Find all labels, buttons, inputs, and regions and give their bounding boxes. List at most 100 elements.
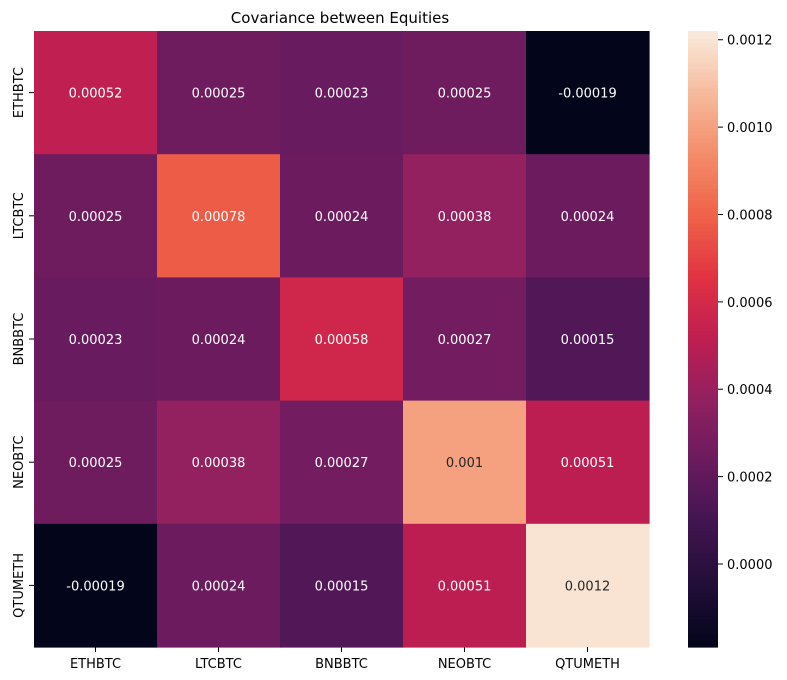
colorbar-strip [688,208,718,213]
colorbar-strip [688,508,718,513]
cell-annotation-1-4: 0.00024 [561,210,615,225]
colorbar-strip [688,392,718,398]
colorbar-strip [688,173,718,178]
cell-annotation-0-1: 0.00025 [192,87,246,102]
colorbar-strip [688,446,718,452]
colorbar-strip [688,288,718,294]
colorbar-strip [688,165,718,171]
colorbar-strip [688,323,718,329]
y-tick-label: LTCBTC [12,192,27,239]
colorbar-strip [688,546,718,552]
colorbar-strip [688,296,718,302]
colorbar-strip [688,585,718,590]
colorbar-strip [688,258,718,263]
y-tick-label: ETHBTC [12,67,27,118]
colorbar-strip [688,539,718,544]
colorbar-strip [688,362,718,367]
cell-annotation-4-4: 0.0012 [565,579,611,594]
colorbar-strip [688,596,718,602]
colorbar-strip [688,285,718,290]
cell-annotation-4-1: 0.00024 [192,579,246,594]
colorbar-strip [688,554,718,560]
colorbar-strip [688,181,718,186]
colorbar-ticks: 0.0000 0.0002 0.0004 0.0006 0.0008 0.0010 0.00… [718,34,773,573]
colorbar-strip [688,389,718,394]
colorbar-strip [688,231,718,236]
colorbar-strip [688,573,718,579]
cell-annotation-2-0: 0.00023 [69,333,123,348]
colorbar-tick-label: 0.0008 [727,208,773,223]
colorbar-strip [688,335,718,340]
colorbar-strip [688,435,718,440]
cell-annotation-2-2: 0.00058 [315,333,369,348]
colorbar-tick-label: 0.0004 [727,383,773,398]
colorbar-strip [688,65,718,71]
colorbar-strip [688,88,718,94]
colorbar-strip [688,250,718,255]
cell-annotation-3-2: 0.00027 [315,456,369,471]
colorbar-strip [688,215,718,221]
heatmap-cell-2-4 [526,277,650,402]
colorbar-strip [688,134,718,140]
heatmap-cell-1-0 [34,154,158,278]
colorbar-strip [688,211,718,217]
heatmap-cell-3-1 [157,400,281,525]
colorbar-strip [688,73,718,78]
colorbar-strip [688,34,718,40]
cell-annotation-1-2: 0.00024 [315,210,369,225]
colorbar-strip [688,346,718,352]
colorbar-strip [688,227,718,232]
x-tick-label: NEOBTC [438,657,491,672]
heatmap-cell-3-0 [34,400,158,525]
colorbar-strip [688,377,718,382]
colorbar-strip [688,527,718,533]
heatmap-cell-1-2 [280,154,404,278]
colorbar-strip [688,69,718,74]
colorbar-strip [688,108,718,113]
colorbar-strip [688,246,718,252]
colorbar-strip [688,381,718,386]
colorbar-strip [688,577,718,583]
colorbar-strip [688,235,718,240]
colorbar-strip [688,31,718,36]
colorbar-strip [688,562,718,567]
colorbar-strip [688,277,718,282]
colorbar-strip [688,115,718,121]
heatmap-cell-3-2 [280,400,404,525]
colorbar-strip [688,477,718,483]
heatmap-cell-0-2 [280,31,404,155]
colorbar-strip [688,493,718,498]
colorbar-tick-label: 0.0010 [727,121,773,136]
colorbar-strip [688,161,718,167]
colorbar-strip [688,396,718,402]
colorbar-strip [688,262,718,267]
colorbar-strip [688,238,718,244]
colorbar-strip [688,312,718,317]
colorbar-strip [688,469,718,475]
colorbar-strip [688,481,718,486]
colorbar-strip [688,158,718,163]
colorbar-strip [688,466,718,471]
colorbar-strip [688,419,718,425]
heatmap-cell-4-4 [526,523,650,648]
colorbar-strip [688,96,718,101]
colorbar-strip [688,550,718,556]
cell-annotation-3-3: 0.001 [446,456,483,471]
colorbar-tick-label: 0.0000 [727,558,773,573]
colorbar-strip [688,589,718,594]
colorbar-strip [688,177,718,182]
colorbar-strip [688,604,718,610]
colorbar-strip [688,304,718,309]
heatmap-cell-2-1 [157,277,281,402]
heatmap-cell-2-0 [34,277,158,402]
colorbar-strip [688,523,718,529]
cell-annotation-4-3: 0.00051 [438,579,492,594]
colorbar-strip [688,77,718,82]
x-tick-label: LTCBTC [195,657,242,672]
colorbar-strip [688,500,718,506]
colorbar-strip [688,365,718,371]
x-tick-label: ETHBTC [70,657,121,672]
colorbar-strip [688,635,718,640]
colorbar-strip [688,454,718,459]
